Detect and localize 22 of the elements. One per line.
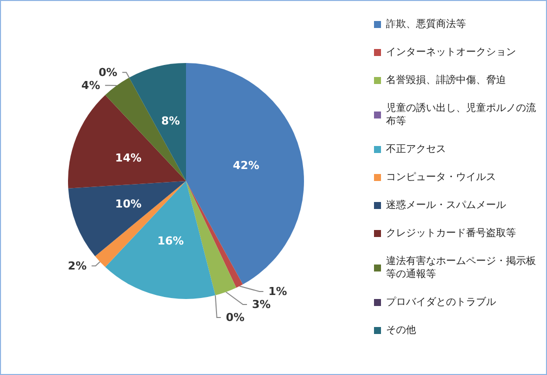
data-label: 4% [81,78,100,92]
legend-label: その他 [386,324,416,336]
data-label: 2% [68,259,87,272]
legend-label: 名誉毀損、誹謗中傷、脅迫 [386,74,506,86]
text: 0% [226,310,245,324]
data-label: 10% [115,197,142,210]
data-label: 8% [161,114,180,128]
legend-label: 児童の誘い出し、児童ポルノの流布等 [386,102,536,127]
data-label: 1% [268,284,288,298]
legend-label: コンピュータ・ウイルス [386,172,496,183]
legend-label: プロバイダとのトラブル [386,296,496,308]
legend-label: 詐欺、悪質商法等 [386,18,466,30]
legend-label: クレジットカード番号盗取等 [386,227,516,239]
data-label: 16% [157,234,184,248]
data-label: 14% [115,152,142,165]
legend-label: インターネットオークション [386,47,516,58]
legend-label: 違法有害なホームページ・掲示板等の通報等 [386,255,536,280]
data-label: 42% [232,159,260,172]
data-label: 3% [252,298,271,311]
text: 0% [98,66,118,79]
legend-label: 不正アクセス [386,144,446,155]
legend-label: 迷惑メール・スパムメール [386,199,506,211]
